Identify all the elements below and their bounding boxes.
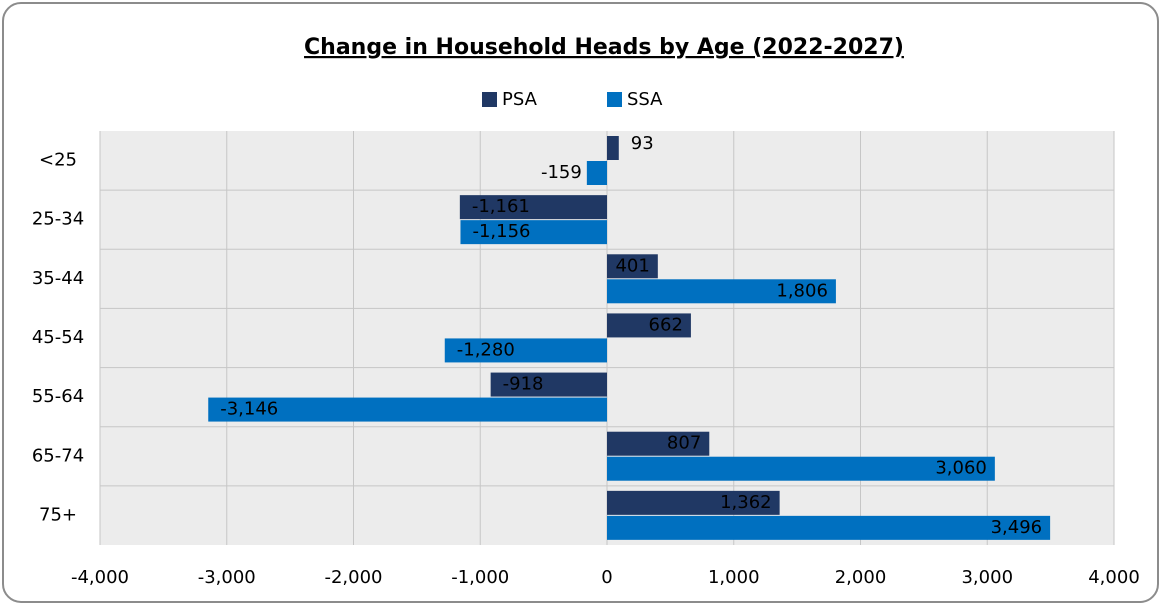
bar (607, 490, 780, 515)
x-tick-label: -1,000 (451, 567, 509, 588)
bar (607, 456, 995, 481)
data-label: -3,146 (220, 399, 278, 420)
bar (607, 431, 710, 456)
data-label: -159 (541, 162, 582, 183)
data-label: 1,362 (720, 492, 772, 513)
bar (607, 515, 1051, 540)
legend-label: SSA (627, 89, 663, 110)
y-tick-label: 55-64 (32, 386, 84, 407)
data-label: -1,156 (472, 221, 530, 242)
bar (208, 397, 607, 422)
data-label: 662 (649, 314, 683, 335)
y-tick-label: 25-34 (32, 209, 84, 230)
bar (607, 136, 619, 160)
bar (444, 338, 607, 363)
y-tick-label: 75+ (39, 504, 77, 525)
bar (607, 313, 691, 338)
x-tick-label: 1,000 (708, 567, 760, 588)
data-label: 1,806 (776, 280, 828, 301)
data-label: -1,280 (457, 339, 515, 360)
legend-label: PSA (502, 89, 538, 110)
x-tick-label: 3,000 (961, 567, 1013, 588)
data-label: 93 (631, 133, 654, 154)
bar (607, 279, 836, 304)
x-tick-label: 0 (601, 567, 612, 588)
y-tick-label: 35-44 (32, 268, 84, 289)
x-tick-label: 4,000 (1088, 567, 1140, 588)
x-tick-label: -2,000 (324, 567, 382, 588)
chart-title: Change in Household Heads by Age (2022-2… (304, 35, 904, 60)
bar (459, 195, 607, 220)
bar (607, 254, 658, 279)
x-tick-label: 2,000 (835, 567, 887, 588)
y-tick-label: 65-74 (32, 445, 84, 466)
data-label: 401 (615, 255, 649, 276)
bar (460, 220, 607, 245)
x-tick-label: -4,000 (71, 567, 129, 588)
data-label: -918 (503, 374, 544, 395)
data-label: 3,496 (991, 517, 1043, 538)
y-tick-label: 45-54 (32, 327, 84, 348)
data-label: -1,161 (472, 196, 530, 217)
bar (586, 161, 607, 185)
bar (490, 372, 607, 397)
x-tick-label: -3,000 (198, 567, 256, 588)
data-label: 807 (667, 433, 701, 454)
legend-swatch (482, 92, 497, 107)
data-label: 3,060 (935, 458, 987, 479)
y-tick-label: <25 (39, 150, 77, 171)
legend-swatch (607, 92, 622, 107)
